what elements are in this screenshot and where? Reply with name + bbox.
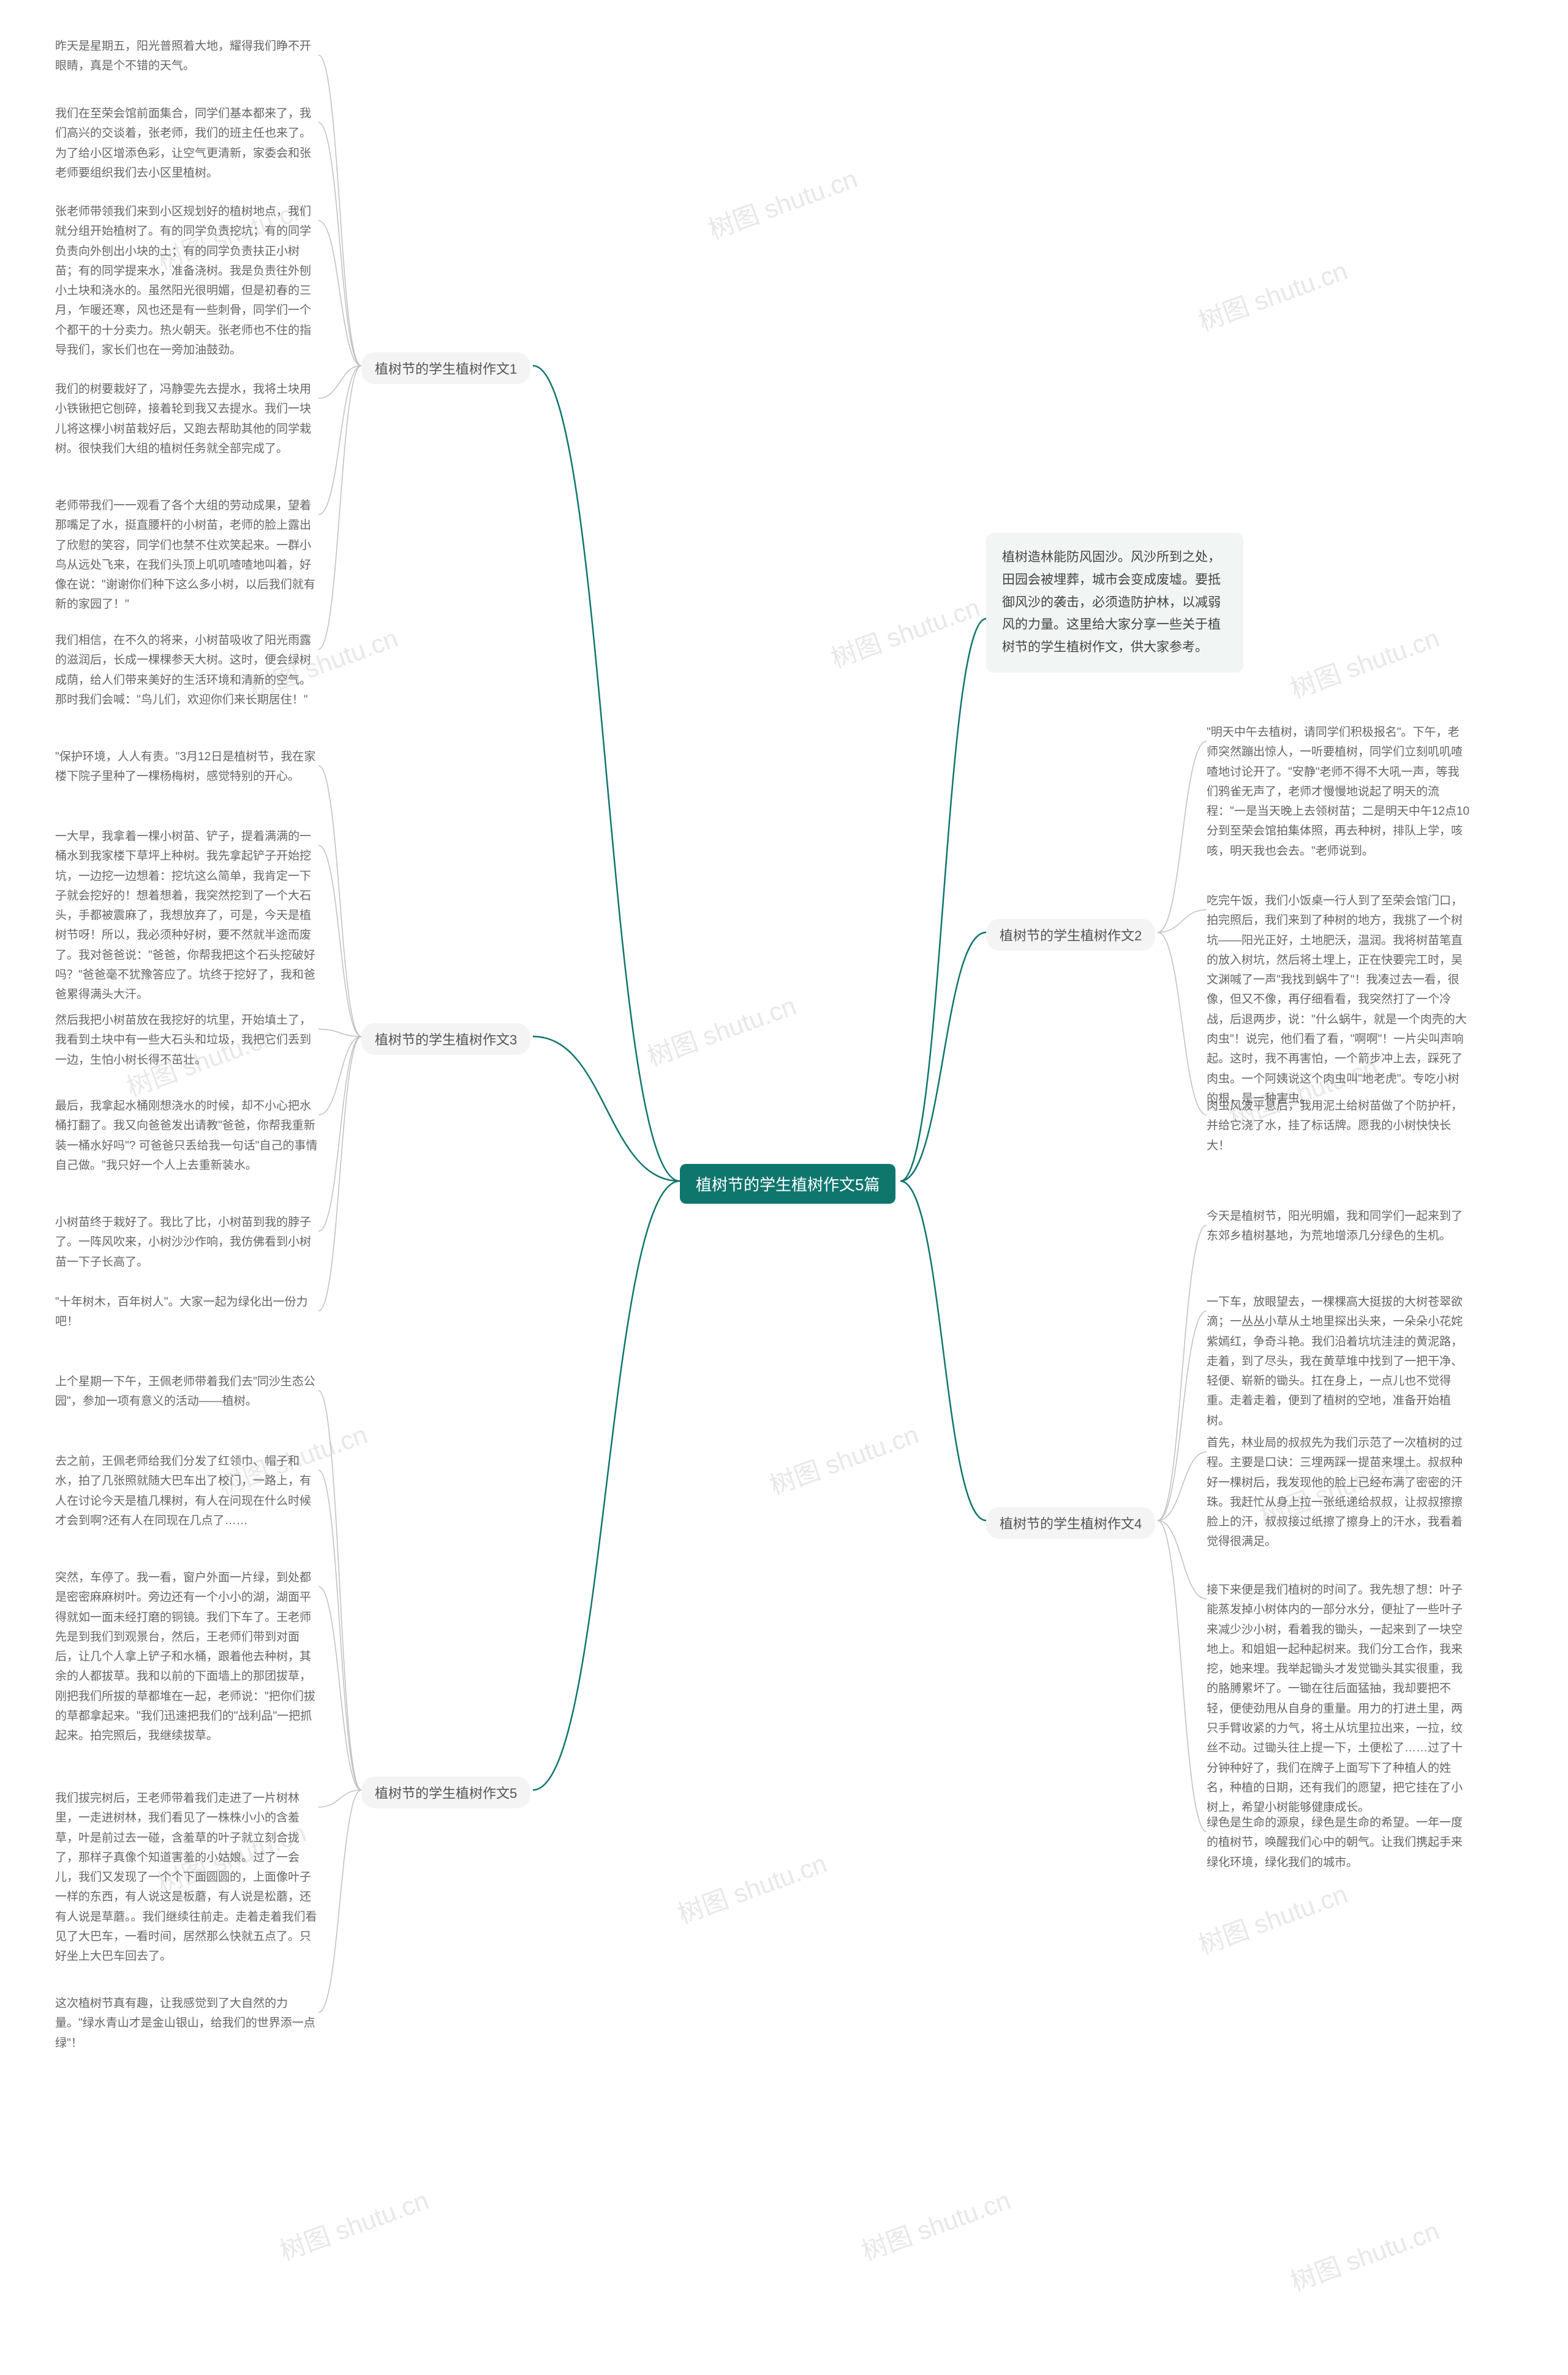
leaf-text: 我们在至荣会馆前面集合，同学们基本都来了，我们高兴的交谈着，张老师，我们的班主任… (55, 104, 318, 183)
leaf-text: 首先，林业局的叔叔先为我们示范了一次植树的过程。主要是口诀：三埋两踩一提苗来埋土… (1207, 1433, 1470, 1552)
leaf-text: 绿色是生命的源泉，绿色是生命的希望。一年一度的植树节，唤醒我们心中的朝气。让我们… (1207, 1813, 1470, 1873)
leaf-text: 张老师带领我们来到小区规划好的植树地点，我们就分组开始植树了。有的同学负责挖坑；… (55, 202, 318, 360)
leaf-text: 去之前，王佩老师给我们分发了红领巾、帽子和水，拍了几张照就随大巴车出了校门，一路… (55, 1452, 318, 1531)
leaf-text: 肉虫风波平息后，我用泥土给树苗做了个防护杆，并给它浇了水，挂了标话牌。愿我的小树… (1207, 1097, 1470, 1156)
intro-text: 植树造林能防风固沙。风沙所到之处，田园会被埋葬，城市会变成废墟。要抵御风沙的袭击… (986, 533, 1243, 673)
center-topic: 植树节的学生植树作文5篇 (680, 1164, 895, 1204)
watermark: 树图 shutu.cn (1193, 250, 1352, 338)
watermark: 树图 shutu.cn (856, 2180, 1015, 2268)
leaf-text: 吃完午饭，我们小饭桌一行人到了至荣会馆门口，拍完照后，我们来到了种树的地方，我挑… (1207, 891, 1470, 1109)
branch-node: 植树节的学生植树作文3 (361, 1023, 530, 1055)
watermark: 树图 shutu.cn (274, 2180, 433, 2268)
branch-node: 植树节的学生植树作文2 (986, 919, 1155, 951)
leaf-text: 突然，车停了。我一看，窗户外面一片绿，到处都是密密麻麻树叶。旁边还有一个小小的湖… (55, 1568, 318, 1746)
leaf-text: 昨天是星期五，阳光普照着大地，耀得我们睁不开眼睛，真是个不错的天气。 (55, 37, 318, 77)
watermark: 树图 shutu.cn (1284, 2210, 1444, 2298)
leaf-text: 我们拔完树后，王老师带着我们走进了一片树林里，一走进树林，我们看见了一株株小小的… (55, 1789, 318, 1967)
leaf-text: 最后，我拿起水桶刚想浇水的时候，却不小心把水桶打翻了。我又向爸爸发出请教"爸爸，… (55, 1097, 318, 1176)
leaf-text: 一下车，放眼望去，一棵棵高大挺拔的大树苍翠欲滴；一丛丛小草从土地里探出头来，一朵… (1207, 1293, 1470, 1431)
watermark: 树图 shutu.cn (825, 587, 984, 675)
leaf-text: 我们的树要栽好了，冯静雯先去提水，我将土块用小铁锹把它刨碎，接着轮到我又去提水。… (55, 380, 318, 459)
leaf-text: 一大早，我拿着一棵小树苗、铲子，提着满满的一桶水到我家楼下草坪上种树。我先拿起铲… (55, 827, 318, 1005)
watermark: 树图 shutu.cn (1284, 617, 1444, 706)
watermark: 树图 shutu.cn (764, 1414, 923, 1502)
leaf-text: 我们相信，在不久的将来，小树苗吸收了阳光雨露的滋润后，长成一棵棵参天大树。这时，… (55, 631, 318, 710)
branch-node: 植树节的学生植树作文4 (986, 1507, 1155, 1539)
leaf-text: 这次植树节真有趣，让我感觉到了大自然的力量。"绿水青山才是金山银山，给我们的世界… (55, 1994, 318, 2053)
leaf-text: 然后我把小树苗放在我挖好的坑里，开始填土了，我看到土块中有一些大石头和垃圾，我把… (55, 1011, 318, 1070)
leaf-text: 接下来便是我们植树的时间了。我先想了想：叶子能蒸发掉小树体内的一部分水分，便扯了… (1207, 1580, 1470, 1818)
watermark: 树图 shutu.cn (672, 1843, 831, 1931)
leaf-text: 今天是植树节，阳光明媚，我和同学们一起来到了东郊乡植树基地，为荒地增添几分绿色的… (1207, 1207, 1470, 1247)
watermark: 树图 shutu.cn (1193, 1873, 1352, 1962)
leaf-text: "十年树木，百年树人"。大家一起为绿化出一份力吧！ (55, 1293, 318, 1332)
watermark: 树图 shutu.cn (703, 158, 862, 246)
leaf-text: 小树苗终于栽好了。我比了比，小树苗到我的脖子了。一阵风吹来，小树沙沙作响，我仿佛… (55, 1213, 318, 1272)
leaf-text: "保护环境，人人有责。"3月12日是植树节，我在家楼下院子里种了一棵杨梅树，感觉… (55, 747, 318, 787)
branch-node: 植树节的学生植树作文1 (361, 352, 530, 384)
branch-node: 植树节的学生植树作文5 (361, 1777, 530, 1808)
watermark: 树图 shutu.cn (641, 985, 801, 1073)
leaf-text: 老师带我们一一观看了各个大组的劳动成果，望着那嘴足了水，挺直腰杆的小树苗，老师的… (55, 496, 318, 615)
leaf-text: "明天中午去植树，请同学们积极报名"。下午，老师突然蹦出惊人，一听要植树，同学们… (1207, 723, 1470, 861)
leaf-text: 上个星期一下午，王佩老师带着我们去"同沙生态公园"，参加一项有意义的活动——植树… (55, 1372, 318, 1412)
